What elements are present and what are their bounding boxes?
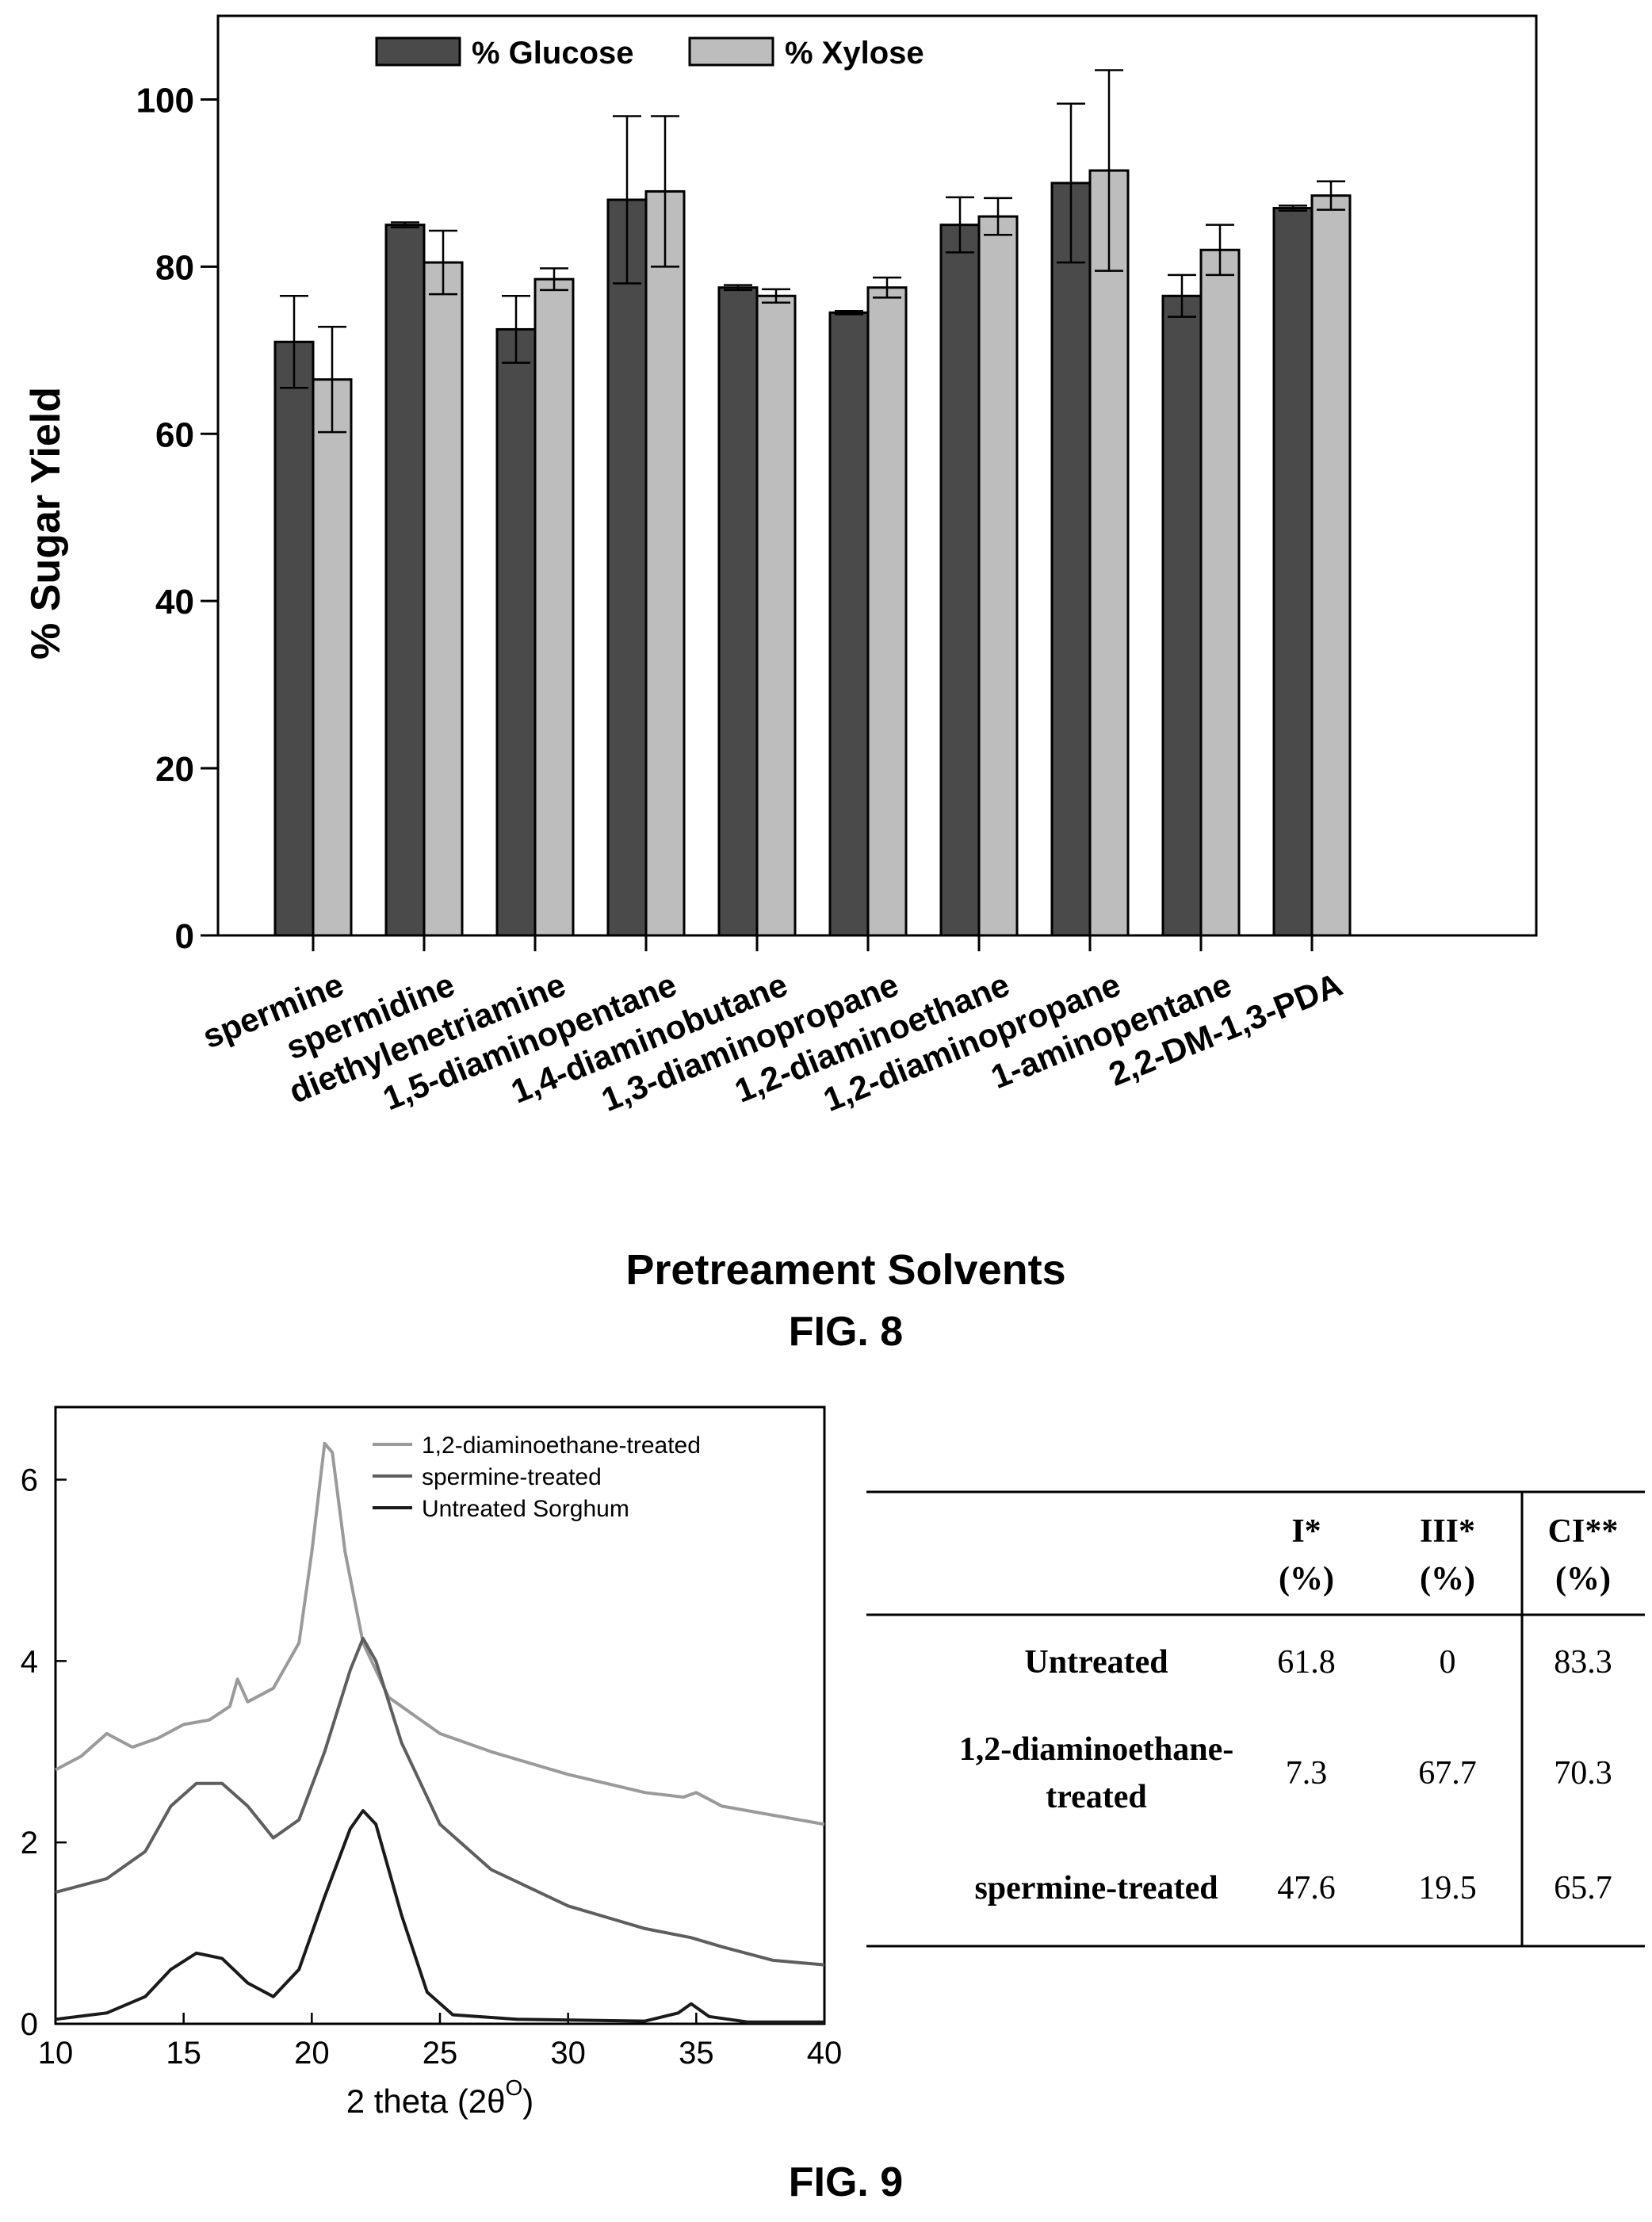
- fig8-bar-xylose: [644, 189, 686, 937]
- table-cell: 47.6: [1277, 1870, 1336, 1906]
- fig8-bar-glucose: [1161, 294, 1203, 937]
- fig8-bar-xylose: [1199, 248, 1241, 937]
- fig9-series-line: [55, 1636, 825, 1967]
- fig8-legend-label: % Xylose: [785, 36, 924, 71]
- fig9-x-tick-label: 30: [550, 2036, 586, 2071]
- table-cell: 61.8: [1277, 1644, 1336, 1681]
- fig9-lines: [55, 1441, 825, 2024]
- fig8-x-axis-label: Pretreament Solvents: [625, 1246, 1065, 1294]
- table-header-line1: III*: [1420, 1513, 1475, 1550]
- fig8-bar-glucose: [1050, 182, 1092, 937]
- fig8-bar-glucose: [606, 198, 648, 937]
- table-header-line2: (%): [1420, 1561, 1475, 1597]
- fig9-x-tick-label: 20: [294, 2036, 330, 2071]
- fig9-x-tick-label: 15: [166, 2036, 201, 2071]
- fig8-bar-xylose: [1310, 194, 1352, 937]
- fig9-legend-label: Untreated Sorghum: [422, 1496, 629, 1522]
- fig8-y-axis-label: % Sugar Yield: [23, 387, 69, 660]
- fig8-y-tick-label: 60: [155, 415, 194, 454]
- table-header-line2: (%): [1555, 1561, 1611, 1597]
- fig9-axes: 10 15 20 25 30 35 40 0 2 4 6: [21, 1463, 843, 2071]
- fig9-x-label-main: 2 theta (2θ: [346, 2082, 506, 2120]
- fig9-x-label-end: ): [522, 2082, 533, 2120]
- fig8-bar-xylose: [312, 378, 353, 937]
- fig8-bar-glucose: [273, 340, 315, 937]
- table-header-line2: (%): [1279, 1561, 1334, 1597]
- fig8-bars: [273, 69, 1352, 951]
- table-cell: 19.5: [1418, 1870, 1477, 1906]
- fig8-y-axis: 0 20 40 60 80 100: [136, 81, 218, 956]
- table-cell: 0: [1440, 1644, 1456, 1681]
- table-cell: 65.7: [1554, 1870, 1612, 1906]
- fig8-legend-swatch: [375, 36, 461, 67]
- fig9-series-line: [55, 1441, 825, 1826]
- fig8-caption: FIG. 8: [789, 1309, 903, 1355]
- fig9-line-chart: 10 15 20 25 30 35 40 0 2 4 6 1,2-diaminoethane-tre…: [21, 1405, 903, 2205]
- table-row-label: spermine-treated: [974, 1870, 1218, 1906]
- fig9-x-tick-label: 10: [38, 2036, 74, 2071]
- fig8-legend-label: % Glucose: [472, 36, 634, 71]
- fig8-bar-xylose: [533, 277, 575, 937]
- table-header-line1: CI**: [1548, 1513, 1619, 1550]
- fig8-bar-glucose: [384, 224, 426, 937]
- fig8-bar-xylose: [866, 286, 908, 937]
- table-content: I* (%) III* (%) CI** (%) Untreated 61.8 0 83.3 1,2…: [959, 1513, 1619, 1906]
- fig9-y-tick-label: 6: [21, 1463, 38, 1498]
- fig8-y-tick-label: 0: [175, 917, 194, 956]
- table-cell: 83.3: [1554, 1644, 1612, 1681]
- fig9-caption: FIG. 9: [789, 2159, 903, 2205]
- fig9-y-tick-label: 4: [21, 1644, 38, 1679]
- fig8-legend-swatch: [688, 36, 774, 67]
- fig8-y-tick-label: 40: [155, 583, 194, 621]
- fig9-y-tick-label: 0: [21, 2007, 38, 2042]
- fig8-y-tick-label: 20: [155, 750, 194, 789]
- fig8-legend: % Glucose % Xylose: [375, 36, 924, 71]
- fig9-legend-label: spermine-treated: [422, 1464, 602, 1490]
- fig8-bar-glucose: [828, 311, 870, 937]
- fig8-category-labels: sperminespermidinediethylenetriamine1,5-…: [197, 966, 1348, 1119]
- fig9-x-tick-label: 40: [807, 2036, 843, 2071]
- fig9-x-tick-label: 35: [679, 2036, 714, 2071]
- table-cell: 67.7: [1418, 1755, 1477, 1792]
- fig8-y-tick-label: 100: [136, 81, 194, 120]
- fig8-y-tick-label: 80: [155, 248, 194, 287]
- table-cell: 70.3: [1554, 1755, 1612, 1792]
- table-row-label: 1,2-diaminoethane-: [959, 1731, 1234, 1768]
- fig9-y-tick-label: 2: [21, 1826, 38, 1861]
- fig8-bar-xylose: [1088, 169, 1130, 937]
- table-header-line1: I*: [1291, 1513, 1321, 1550]
- fig9-legend: 1,2-diaminoethane-treated spermine-treate…: [373, 1432, 701, 1522]
- fig8-bar-glucose: [939, 224, 981, 937]
- table-cell: 7.3: [1286, 1755, 1328, 1792]
- table-row-label: Untreated: [1024, 1644, 1168, 1681]
- fig9-legend-label: 1,2-diaminoethane-treated: [422, 1432, 701, 1459]
- fig8-bar-glucose: [495, 327, 537, 937]
- fig8-bar-glucose: [1272, 207, 1314, 937]
- fig8-bar-glucose: [717, 286, 759, 937]
- fig8-bar-xylose: [977, 215, 1019, 937]
- fig9-series-line: [55, 1809, 824, 2024]
- fig9-x-axis-label: 2 theta (2θO): [346, 2075, 534, 2120]
- fig8-bar-xylose: [755, 294, 797, 937]
- fig8-bar-xylose: [423, 261, 464, 937]
- fig9-x-tick-label: 25: [423, 2036, 458, 2071]
- fig9-x-label-sup: O: [506, 2075, 523, 2100]
- table-row-label: treated: [1046, 1779, 1147, 1815]
- crystallinity-table: I* (%) III* (%) CI** (%) Untreated 61.8 0 83.3 1,2…: [866, 1490, 1645, 1948]
- fig8-bar-chart: 0 20 40 60 80 100 sperminespermidinediethylen…: [23, 14, 1538, 1355]
